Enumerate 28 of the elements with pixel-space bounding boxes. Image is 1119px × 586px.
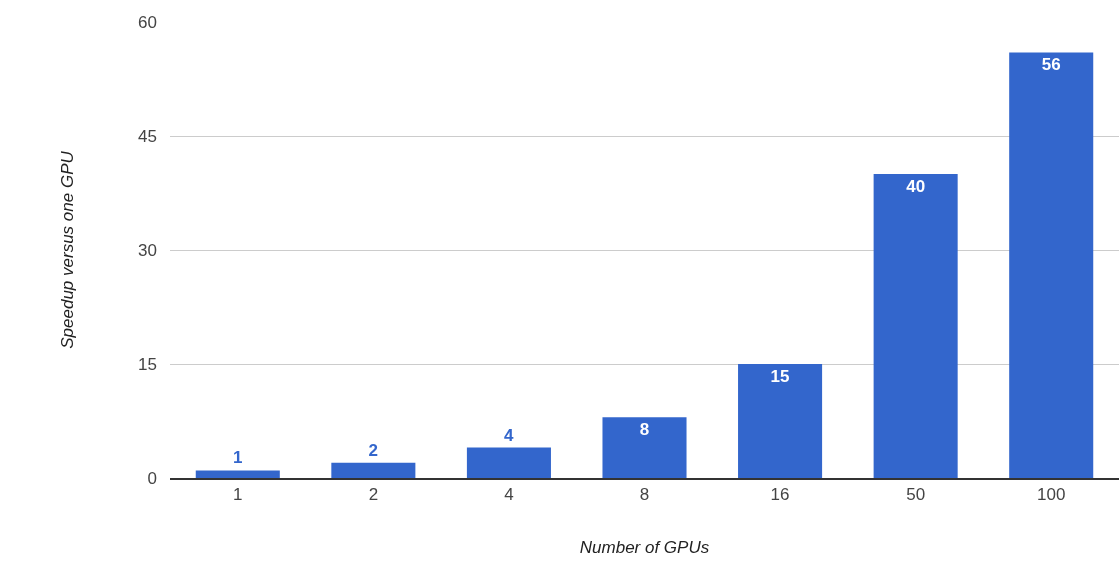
data-label: 40	[906, 177, 926, 196]
x-tick-label: 100	[1037, 485, 1066, 505]
x-tick-label: 50	[906, 485, 926, 505]
y-axis-title: Speedup versus one GPU	[57, 150, 77, 349]
x-axis-title: Number of GPUs	[579, 538, 710, 558]
data-label: 2	[368, 440, 379, 460]
x-tick-label: 8	[639, 485, 650, 505]
y-tick-label: 60	[138, 12, 157, 32]
y-tick-label: 30	[138, 240, 157, 260]
data-label: 4	[503, 425, 514, 445]
y-tick-label: 0	[147, 468, 157, 488]
bar	[602, 417, 687, 478]
x-tick-label: 1	[233, 485, 243, 505]
data-label: 15	[770, 367, 790, 386]
x-tick-label: 4	[504, 485, 514, 505]
data-label: 8	[639, 420, 650, 440]
bar	[466, 447, 551, 478]
bar	[738, 364, 823, 478]
data-label: 1	[233, 448, 243, 468]
bar	[1009, 52, 1094, 478]
y-tick-label: 45	[138, 126, 157, 146]
y-tick-label: 15	[138, 354, 157, 374]
bar	[873, 174, 958, 478]
x-tick-label: 16	[770, 485, 790, 505]
x-tick-label: 2	[368, 485, 379, 505]
data-label: 56	[1041, 55, 1061, 75]
bar	[195, 470, 280, 478]
bar	[331, 462, 416, 478]
